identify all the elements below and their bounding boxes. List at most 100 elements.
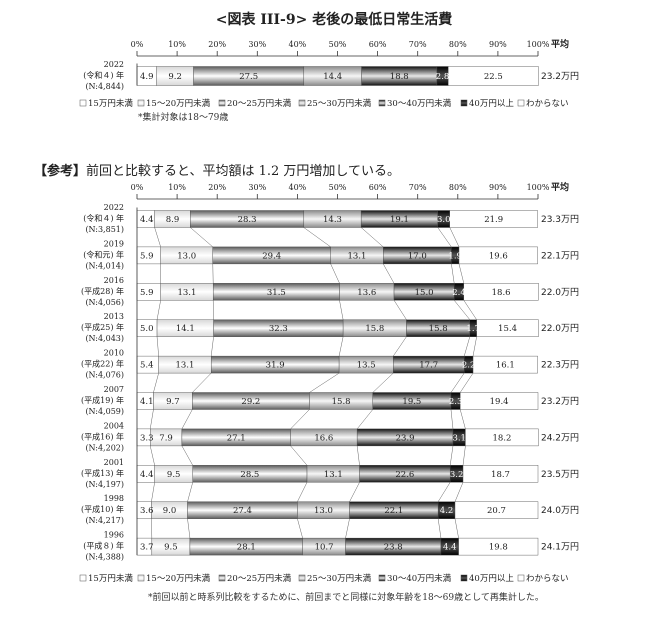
- c2-row-year: 2001: [104, 458, 124, 467]
- c2-label-1998-seg5: 4.2: [440, 506, 454, 516]
- c2-connector: [338, 336, 344, 357]
- c1-row-era: (令和４) 年: [83, 70, 124, 80]
- c2-connector: [449, 445, 454, 466]
- c2-label-2016-seg1: 13.1: [177, 288, 196, 298]
- c2-row-year: 2016: [104, 276, 124, 285]
- c2-tick-50: 50%: [329, 183, 347, 192]
- c2-bar-2016-seg6: [463, 283, 539, 301]
- c2-connector: [210, 336, 214, 357]
- c2-label-2001-seg6: 18.7: [491, 470, 510, 480]
- c2-bar-1996-seg6: [458, 537, 539, 556]
- c2-legend-label-6: わからない: [526, 574, 569, 584]
- c1-legend-label-2: 20～25万円未満: [227, 98, 292, 109]
- c1-tick-0: 0%: [131, 40, 144, 49]
- c2-tick-30: 30%: [248, 183, 266, 192]
- c1-label-2022-seg4: 18.8: [390, 72, 409, 82]
- c2-connector: [356, 409, 373, 430]
- c2-label-2004-seg3: 16.6: [314, 433, 333, 443]
- c2-connector: [462, 445, 466, 466]
- c2-label-2013-seg1: 14.1: [176, 324, 195, 334]
- c2-connector: [458, 263, 465, 284]
- c2-connector: [154, 227, 161, 247]
- c2-label-1998-seg3: 13.0: [314, 506, 333, 516]
- c2-row-n: (N:4,388): [85, 553, 124, 562]
- c2-connector: [151, 482, 155, 502]
- c2-label-2010-seg0: 5.4: [140, 361, 154, 371]
- c2-connector: [454, 482, 464, 502]
- c1-label-2022-seg5: 2.8: [436, 72, 450, 82]
- c2-row-avg: 22.1万円: [541, 250, 579, 261]
- c2-connector: [345, 518, 350, 539]
- c2-label-2010-seg2: 31.9: [266, 361, 285, 371]
- c2-bar-2001-seg6: [462, 465, 539, 483]
- c2-label-2022-seg3: 14.3: [323, 215, 342, 225]
- c2-connector: [156, 336, 159, 357]
- c2-connector: [303, 227, 331, 248]
- c2-bar-2010-seg6: [472, 355, 538, 374]
- c2-label-2001-seg1: 9.5: [167, 470, 181, 480]
- c2-label-2013-seg6: 15.4: [498, 324, 517, 334]
- c2-connector: [290, 409, 310, 430]
- c2-connector: [454, 518, 459, 539]
- c2-label-2004-seg5: 3.1: [452, 433, 466, 443]
- c2-bar-2004-seg6: [465, 428, 539, 447]
- c2-label-2019-seg3: 13.1: [347, 251, 366, 261]
- c2-row-era: (平成25) 年: [81, 322, 124, 332]
- c1-legend-swatch-2: [218, 99, 226, 107]
- c2-row-era: (平成13) 年: [81, 468, 124, 478]
- c1-tick-80: 80%: [449, 40, 467, 49]
- c2-row-era: (令和４) 年: [83, 213, 124, 223]
- c1-bar-2022-seg6: [447, 66, 539, 86]
- c2-label-2007-seg1: 9.7: [166, 397, 180, 407]
- c2-label-1998-seg2: 27.4: [233, 506, 252, 516]
- c2-label-2016-seg2: 31.5: [267, 288, 286, 298]
- c2-avg-header: 平均: [551, 181, 569, 193]
- c2-label-2004-seg4: 23.9: [396, 433, 415, 443]
- c2-row-year: 2019: [104, 239, 124, 248]
- c2-row-n: (N:4,043): [85, 334, 124, 343]
- c2-label-1996-seg4: 23.8: [384, 543, 403, 553]
- c2-row-year: 1998: [104, 494, 124, 503]
- c2-label-2013-seg2: 32.3: [269, 324, 288, 334]
- c2-connector: [459, 409, 466, 429]
- c2-label-2019-seg2: 29.4: [262, 251, 281, 261]
- c2-label-1996-seg1: 9.5: [164, 543, 178, 553]
- c2-tick-80: 80%: [449, 183, 467, 192]
- c2-row-era: (平成16) 年: [81, 431, 124, 441]
- c2-tick-0: 0%: [131, 183, 144, 192]
- c2-connector: [290, 445, 308, 466]
- c2-row-era: (平成10) 年: [81, 504, 124, 514]
- c1-legend-swatch-3: [298, 99, 306, 107]
- c2-bar-1998-seg6: [454, 501, 539, 519]
- c2-row-year: 2004: [104, 421, 124, 430]
- c2-row-avg: 22.0万円: [541, 287, 579, 298]
- c2-connector: [450, 372, 465, 393]
- c1-legend-label-5: 40万円以上: [469, 99, 514, 109]
- c2-label-2019-seg1: 13.0: [177, 251, 196, 261]
- c2-row-era: (平成22) 年: [81, 359, 124, 369]
- c2-label-1998-seg0: 3.6: [140, 506, 154, 516]
- c2-label-1996-seg0: 3.7: [140, 543, 154, 553]
- c2-label-2004-seg2: 27.1: [227, 433, 246, 443]
- c2-legend-swatch-0: [79, 574, 87, 582]
- c2-connector: [187, 482, 193, 502]
- c2-connector: [356, 445, 360, 466]
- c2-connector: [339, 300, 344, 320]
- c2-legend-label-0: 15万円未満: [88, 573, 133, 584]
- c2-row-year: 1996: [104, 531, 124, 540]
- c2-legend-swatch-1: [137, 574, 145, 582]
- c2-bar-2019-seg6: [458, 246, 538, 265]
- c2-label-2001-seg2: 28.5: [240, 470, 259, 480]
- c2-connector: [297, 482, 308, 502]
- c2-row-n: (N:4,076): [85, 371, 124, 380]
- c2-label-1996-seg6: 19.8: [489, 543, 508, 553]
- c1-tick-100: 100%: [527, 40, 550, 49]
- c1-tick-60: 60%: [369, 40, 387, 49]
- c2-legend-swatch-5: [460, 574, 468, 582]
- c1-legend-label-1: 15～20万円未満: [146, 98, 211, 109]
- c2-label-2022-seg5: 3.0: [437, 215, 451, 225]
- c2-connector: [149, 409, 154, 429]
- c2-row-avg: 24.0万円: [541, 505, 579, 516]
- c2-label-2004-seg0: 3.3: [140, 433, 154, 443]
- c2-label-2001-seg3: 13.1: [324, 470, 343, 480]
